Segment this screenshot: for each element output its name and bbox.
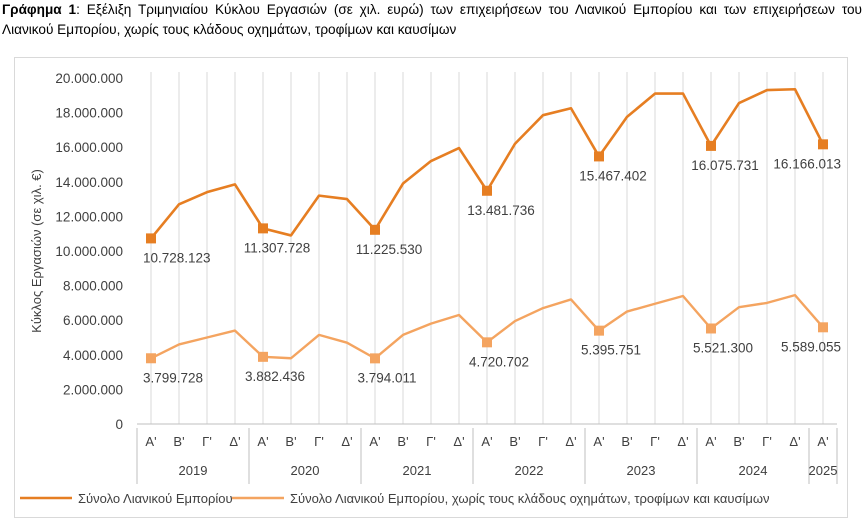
data-label: 16.075.731 <box>691 158 759 173</box>
data-marker <box>370 353 380 364</box>
y-tick-label: 10.000.000 <box>55 244 123 259</box>
x-tick-label: Δ' <box>789 434 800 449</box>
legend-label-2: Σύνολο Λιανικού Εμπορίου, χωρίς τους κλά… <box>290 491 770 506</box>
data-label: 4.720.702 <box>469 354 529 369</box>
data-label: 3.799.728 <box>143 370 203 385</box>
data-label: 3.794.011 <box>357 370 416 385</box>
y-tick-label: 2.000.000 <box>63 382 123 397</box>
data-marker <box>818 139 828 150</box>
data-label: 16.166.013 <box>773 156 841 171</box>
x-tick-label: Δ' <box>229 434 240 449</box>
x-tick-label: Α' <box>817 434 828 449</box>
y-tick-label: 14.000.000 <box>55 175 123 190</box>
x-tick-label: Α' <box>257 434 268 449</box>
data-marker <box>258 223 268 234</box>
caption-text: : Εξέλιξη Τριμηνιαίου Κύκλου Εργασιών (σ… <box>2 2 862 37</box>
x-tick-label: Α' <box>593 434 604 449</box>
data-marker <box>146 353 156 364</box>
data-label: 11.307.728 <box>244 240 311 255</box>
legend-label-1: Σύνολο Λιανικού Εμπορίου <box>78 491 233 506</box>
data-label: 15.467.402 <box>579 168 647 183</box>
x-tick-label: Δ' <box>565 434 576 449</box>
x-tick-label: Α' <box>145 434 156 449</box>
x-tick-label: Β' <box>285 434 296 449</box>
data-label: 5.521.300 <box>693 340 753 355</box>
x-tick-label: Β' <box>173 434 184 449</box>
y-tick-label: 6.000.000 <box>63 313 123 328</box>
x-tick-label: Β' <box>733 434 744 449</box>
x-tick-label: Α' <box>369 434 380 449</box>
caption-prefix: Γράφημα 1 <box>2 2 77 17</box>
y-tick-label: 0 <box>115 417 123 432</box>
data-marker <box>146 233 156 244</box>
data-marker <box>370 224 380 235</box>
data-marker <box>594 151 604 162</box>
y-tick-label: 16.000.000 <box>55 140 123 155</box>
data-marker <box>594 325 604 336</box>
x-tick-label: Γ' <box>762 434 772 449</box>
x-tick-label: Γ' <box>650 434 660 449</box>
x-tick-label: Β' <box>621 434 632 449</box>
data-label: 13.481.736 <box>467 203 535 218</box>
data-label: 5.589.055 <box>781 339 841 354</box>
year-label: 2024 <box>739 463 768 478</box>
x-tick-label: Γ' <box>426 434 436 449</box>
data-marker <box>482 337 492 348</box>
x-tick-label: Γ' <box>314 434 324 449</box>
x-tick-label: Α' <box>481 434 492 449</box>
data-marker <box>482 185 492 196</box>
x-tick-label: Γ' <box>202 434 212 449</box>
x-tick-label: Β' <box>397 434 408 449</box>
x-tick-label: Α' <box>705 434 716 449</box>
y-tick-label: 20.000.000 <box>55 71 123 86</box>
data-label: 11.225.530 <box>356 242 423 257</box>
year-label: 2025 <box>809 463 838 478</box>
year-label: 2022 <box>515 463 544 478</box>
data-label: 10.728.123 <box>143 250 211 265</box>
y-tick-label: 8.000.000 <box>63 279 123 294</box>
y-tick-label: 18.000.000 <box>55 106 123 121</box>
y-tick-label: 4.000.000 <box>63 348 123 363</box>
chart-frame <box>14 57 848 518</box>
data-marker <box>706 140 716 151</box>
data-marker <box>818 322 828 333</box>
data-marker <box>706 323 716 334</box>
data-label: 3.882.436 <box>245 369 305 384</box>
x-tick-label: Δ' <box>341 434 352 449</box>
chart-caption: Γράφημα 1: Εξέλιξη Τριμηνιαίου Κύκλου Ερ… <box>2 0 862 40</box>
data-label: 5.395.751 <box>581 343 641 358</box>
x-tick-label: Δ' <box>453 434 464 449</box>
year-label: 2023 <box>627 463 656 478</box>
x-tick-label: Β' <box>509 434 520 449</box>
year-label: 2020 <box>291 463 320 478</box>
y-axis-title: Κύκλος Εργασιών (σε χιλ. €) <box>29 169 44 333</box>
year-label: 2019 <box>179 463 208 478</box>
year-label: 2021 <box>403 463 432 478</box>
x-tick-label: Δ' <box>677 434 688 449</box>
x-tick-label: Γ' <box>538 434 548 449</box>
data-marker <box>258 351 268 362</box>
y-tick-label: 12.000.000 <box>55 209 123 224</box>
